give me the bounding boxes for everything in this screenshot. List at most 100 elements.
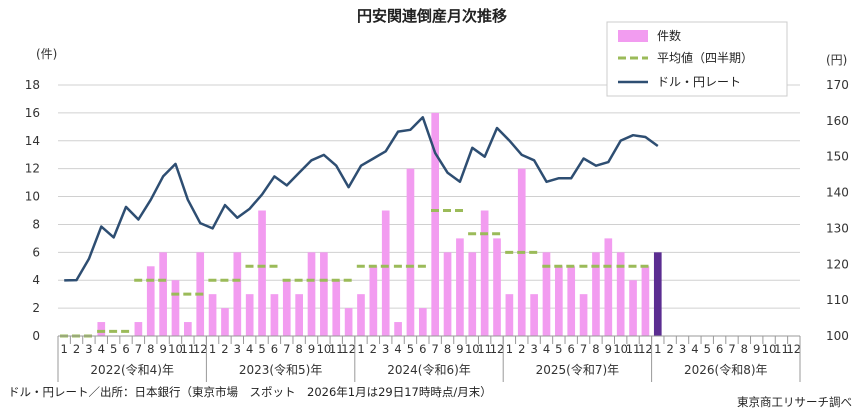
month-label: 9 bbox=[605, 342, 612, 356]
bar bbox=[233, 252, 242, 336]
month-label: 11 bbox=[181, 342, 196, 356]
left-tick-label: 18 bbox=[25, 78, 40, 92]
bar bbox=[555, 266, 563, 336]
bar bbox=[431, 112, 440, 336]
bar bbox=[530, 294, 538, 336]
bar-layer bbox=[97, 112, 662, 336]
month-label: 12 bbox=[638, 342, 653, 356]
bar bbox=[146, 266, 155, 336]
left-tick-label: 8 bbox=[32, 217, 40, 231]
month-label: 5 bbox=[704, 342, 711, 356]
bar bbox=[418, 308, 427, 336]
month-label: 7 bbox=[728, 342, 735, 356]
bar bbox=[542, 252, 551, 336]
bar bbox=[357, 294, 365, 336]
month-label: 5 bbox=[555, 342, 562, 356]
bar bbox=[592, 252, 600, 336]
left-tick-label: 10 bbox=[25, 190, 40, 204]
month-label: 2 bbox=[370, 342, 377, 356]
month-label: 4 bbox=[543, 342, 550, 356]
month-label: 12 bbox=[786, 342, 801, 356]
bar bbox=[282, 280, 291, 336]
month-label: 9 bbox=[753, 342, 760, 356]
bar bbox=[184, 322, 192, 336]
month-label: 1 bbox=[357, 342, 364, 356]
right-tick-label: 100 bbox=[826, 329, 849, 343]
bar bbox=[641, 266, 650, 336]
month-label: 2 bbox=[73, 342, 80, 356]
left-tick-label: 2 bbox=[32, 301, 40, 315]
legend-label-rate: ドル・円レート bbox=[657, 75, 741, 89]
legend-label-bars: 件数 bbox=[657, 28, 681, 43]
bar bbox=[134, 322, 143, 336]
right-tick-label: 110 bbox=[826, 293, 849, 307]
month-label: 3 bbox=[382, 342, 389, 356]
bar bbox=[579, 294, 588, 336]
month-label: 1 bbox=[654, 342, 661, 356]
bar bbox=[406, 168, 415, 336]
bar bbox=[653, 252, 662, 336]
grid-layer bbox=[58, 84, 800, 337]
axis-layer: 0246810121416181001101201301401501601701… bbox=[25, 78, 849, 382]
month-label: 8 bbox=[444, 342, 451, 356]
month-label: 6 bbox=[568, 342, 575, 356]
bar bbox=[480, 210, 489, 336]
month-label: 8 bbox=[295, 342, 302, 356]
bar bbox=[332, 280, 341, 336]
month-label: 1 bbox=[61, 342, 68, 356]
bar bbox=[394, 322, 402, 336]
bar bbox=[270, 294, 279, 336]
bar bbox=[258, 210, 266, 336]
month-label: 11 bbox=[774, 342, 789, 356]
month-label: 2 bbox=[221, 342, 228, 356]
year-label: 2024(令和6)年 bbox=[387, 362, 471, 377]
month-label: 12 bbox=[193, 342, 208, 356]
month-label: 10 bbox=[762, 342, 777, 356]
month-label: 12 bbox=[341, 342, 356, 356]
legend-label-average: 平均値（四半期） bbox=[657, 50, 753, 65]
average-layer bbox=[60, 209, 650, 338]
month-label: 4 bbox=[98, 342, 105, 356]
month-label: 8 bbox=[592, 342, 599, 356]
month-label: 3 bbox=[85, 342, 92, 356]
bar bbox=[604, 238, 613, 336]
legend-swatch-bars bbox=[618, 30, 648, 42]
bar bbox=[629, 280, 637, 336]
month-label: 10 bbox=[465, 342, 480, 356]
month-label: 7 bbox=[283, 342, 290, 356]
month-label: 5 bbox=[407, 342, 414, 356]
month-label: 11 bbox=[477, 342, 492, 356]
month-label: 1 bbox=[209, 342, 216, 356]
month-label: 6 bbox=[419, 342, 426, 356]
left-tick-label: 12 bbox=[25, 162, 40, 176]
month-label: 6 bbox=[716, 342, 723, 356]
rate-line-layer bbox=[64, 116, 659, 282]
bar bbox=[97, 322, 106, 336]
bar bbox=[443, 252, 452, 336]
month-label: 4 bbox=[691, 342, 698, 356]
footer-source: ドル・円レート／出所：日本銀行（東京市場 スポット 2026年1月は29日17時… bbox=[8, 385, 492, 399]
bar bbox=[208, 294, 217, 336]
month-label: 9 bbox=[308, 342, 315, 356]
month-label: 5 bbox=[258, 342, 265, 356]
bar bbox=[505, 294, 514, 336]
month-label: 9 bbox=[456, 342, 463, 356]
bar bbox=[493, 238, 501, 336]
bar bbox=[159, 252, 167, 336]
month-label: 11 bbox=[329, 342, 344, 356]
month-label: 8 bbox=[741, 342, 748, 356]
month-label: 6 bbox=[271, 342, 278, 356]
month-label: 10 bbox=[168, 342, 183, 356]
bar bbox=[344, 308, 353, 336]
month-label: 4 bbox=[394, 342, 401, 356]
bar bbox=[369, 266, 378, 336]
bar bbox=[616, 252, 625, 336]
right-tick-label: 160 bbox=[826, 114, 849, 128]
bar bbox=[456, 238, 464, 336]
month-label: 6 bbox=[122, 342, 129, 356]
bar bbox=[245, 294, 254, 336]
right-tick-label: 140 bbox=[826, 186, 849, 200]
bar bbox=[381, 210, 390, 336]
